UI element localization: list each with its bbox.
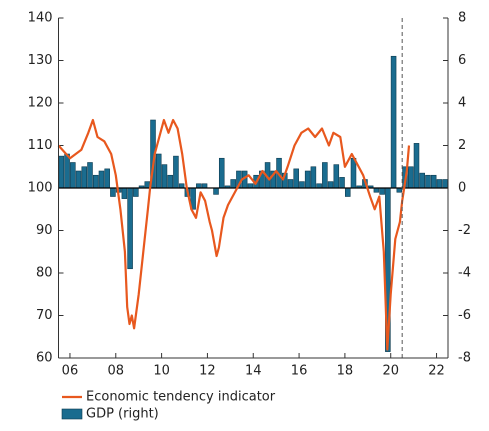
y-tick-label: 70 [36, 308, 53, 323]
gdp-bar [413, 143, 420, 189]
gdp-bar [344, 187, 351, 197]
y2-tick-label: -4 [458, 266, 471, 281]
gdp-bar [75, 170, 82, 189]
gdp-bar [110, 187, 116, 197]
y2-tick-label: 4 [458, 96, 466, 111]
gdp-bar [316, 183, 322, 189]
gdp-bar [379, 187, 385, 195]
gdp-bar [167, 174, 173, 189]
y2-tick-label: 8 [458, 11, 466, 26]
x-tick-label: 16 [291, 364, 308, 379]
y2-tick-label: 6 [458, 53, 466, 68]
gdp-bar [218, 157, 225, 189]
gdp-bar [58, 155, 65, 189]
gdp-bar [390, 55, 397, 189]
y2-tick-label: 0 [458, 181, 466, 196]
gdp-bar [230, 179, 236, 189]
gdp-bar [247, 183, 254, 189]
gdp-bar [339, 177, 345, 189]
y2-tick-label: -2 [458, 223, 471, 238]
x-tick-label: 08 [108, 364, 125, 379]
x-tick-label: 14 [245, 364, 262, 379]
gdp-bar [196, 183, 202, 189]
gdp-bar [350, 157, 357, 189]
gdp-bar [322, 162, 328, 189]
gdp-bar [396, 187, 403, 193]
gdp-bar [133, 187, 139, 197]
gdp-bar [64, 153, 70, 189]
x-tick-label: 10 [153, 364, 170, 379]
y-tick-label: 80 [36, 266, 53, 281]
gdp-bar [161, 164, 168, 189]
legend-box [61, 408, 83, 420]
y-tick-label: 90 [36, 223, 53, 238]
gdp-bar [155, 153, 162, 189]
eti-line [57, 118, 411, 351]
gdp-bar [304, 170, 311, 189]
gdp-bar [287, 179, 294, 189]
gdp-bar [98, 170, 105, 189]
y2-tick-label: 2 [458, 138, 466, 153]
gdp-bar [419, 172, 425, 189]
x-tick-label: 18 [337, 364, 354, 379]
legend-label: GDP (right) [86, 407, 159, 422]
y-tick-label: 140 [28, 11, 53, 26]
gdp-bar [81, 166, 88, 189]
gdp-bar [87, 162, 93, 189]
x-tick-label: 22 [428, 364, 445, 379]
gdp-bar [92, 174, 99, 189]
gdp-bar [127, 187, 133, 270]
gdp-bar [213, 187, 219, 195]
y-tick-label: 110 [28, 138, 53, 153]
gdp-bar [408, 166, 414, 189]
gdp-bar [70, 162, 76, 189]
y2-tick-label: -8 [458, 351, 471, 366]
x-tick-label: 20 [382, 364, 399, 379]
gdp-bar [310, 166, 317, 189]
gdp-bar [425, 174, 431, 189]
gdp-bar [299, 181, 305, 189]
gdp-bar [293, 168, 299, 189]
gdp-bar [442, 179, 448, 189]
gdp-bar [201, 183, 208, 189]
gdp-bar [333, 164, 340, 189]
y-tick-label: 120 [28, 96, 53, 111]
y2-tick-label: -6 [458, 308, 471, 323]
y-tick-label: 130 [28, 53, 53, 68]
legend-label: Economic tendency indicator [86, 390, 276, 405]
y-tick-label: 100 [28, 181, 53, 196]
gdp-bar [144, 181, 151, 189]
gdp-bar [121, 187, 128, 199]
x-tick-label: 12 [199, 364, 216, 379]
gdp-bar [373, 187, 380, 193]
gdp-bar [327, 181, 334, 189]
y-tick-label: 60 [36, 351, 53, 366]
gdp-bar [173, 155, 179, 189]
gdp-bar [104, 168, 110, 189]
gdp-bar [178, 183, 185, 189]
gdp-bar [430, 174, 437, 189]
x-tick-label: 06 [62, 364, 79, 379]
gdp-bar [436, 179, 443, 189]
